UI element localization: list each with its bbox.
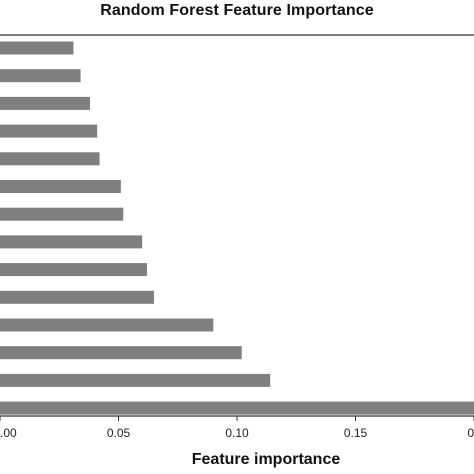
bar-14	[0, 401, 474, 415]
x-tick-label-5: 0	[467, 426, 474, 440]
bar-2	[0, 69, 81, 83]
bar-9	[0, 263, 147, 277]
x-tick-label-1: .00	[0, 426, 17, 440]
x-axis-label: Feature importance	[191, 451, 341, 468]
bar-12	[0, 346, 242, 360]
bar-4	[0, 124, 98, 138]
x-tick-label-4: 0.15	[344, 426, 368, 440]
chart-title: Random Forest Feature Importance	[100, 2, 374, 19]
bar-13	[0, 373, 271, 387]
bar-3	[0, 96, 91, 110]
x-tick-label-2: 0.05	[107, 426, 131, 440]
x-tick-label-3: 0.10	[225, 426, 249, 440]
bar-10	[0, 290, 155, 304]
bar-1	[0, 41, 74, 55]
bar-7	[0, 207, 124, 221]
bar-5	[0, 152, 100, 166]
bar-11	[0, 318, 214, 332]
bar-8	[0, 235, 143, 249]
bar-6	[0, 180, 121, 193]
